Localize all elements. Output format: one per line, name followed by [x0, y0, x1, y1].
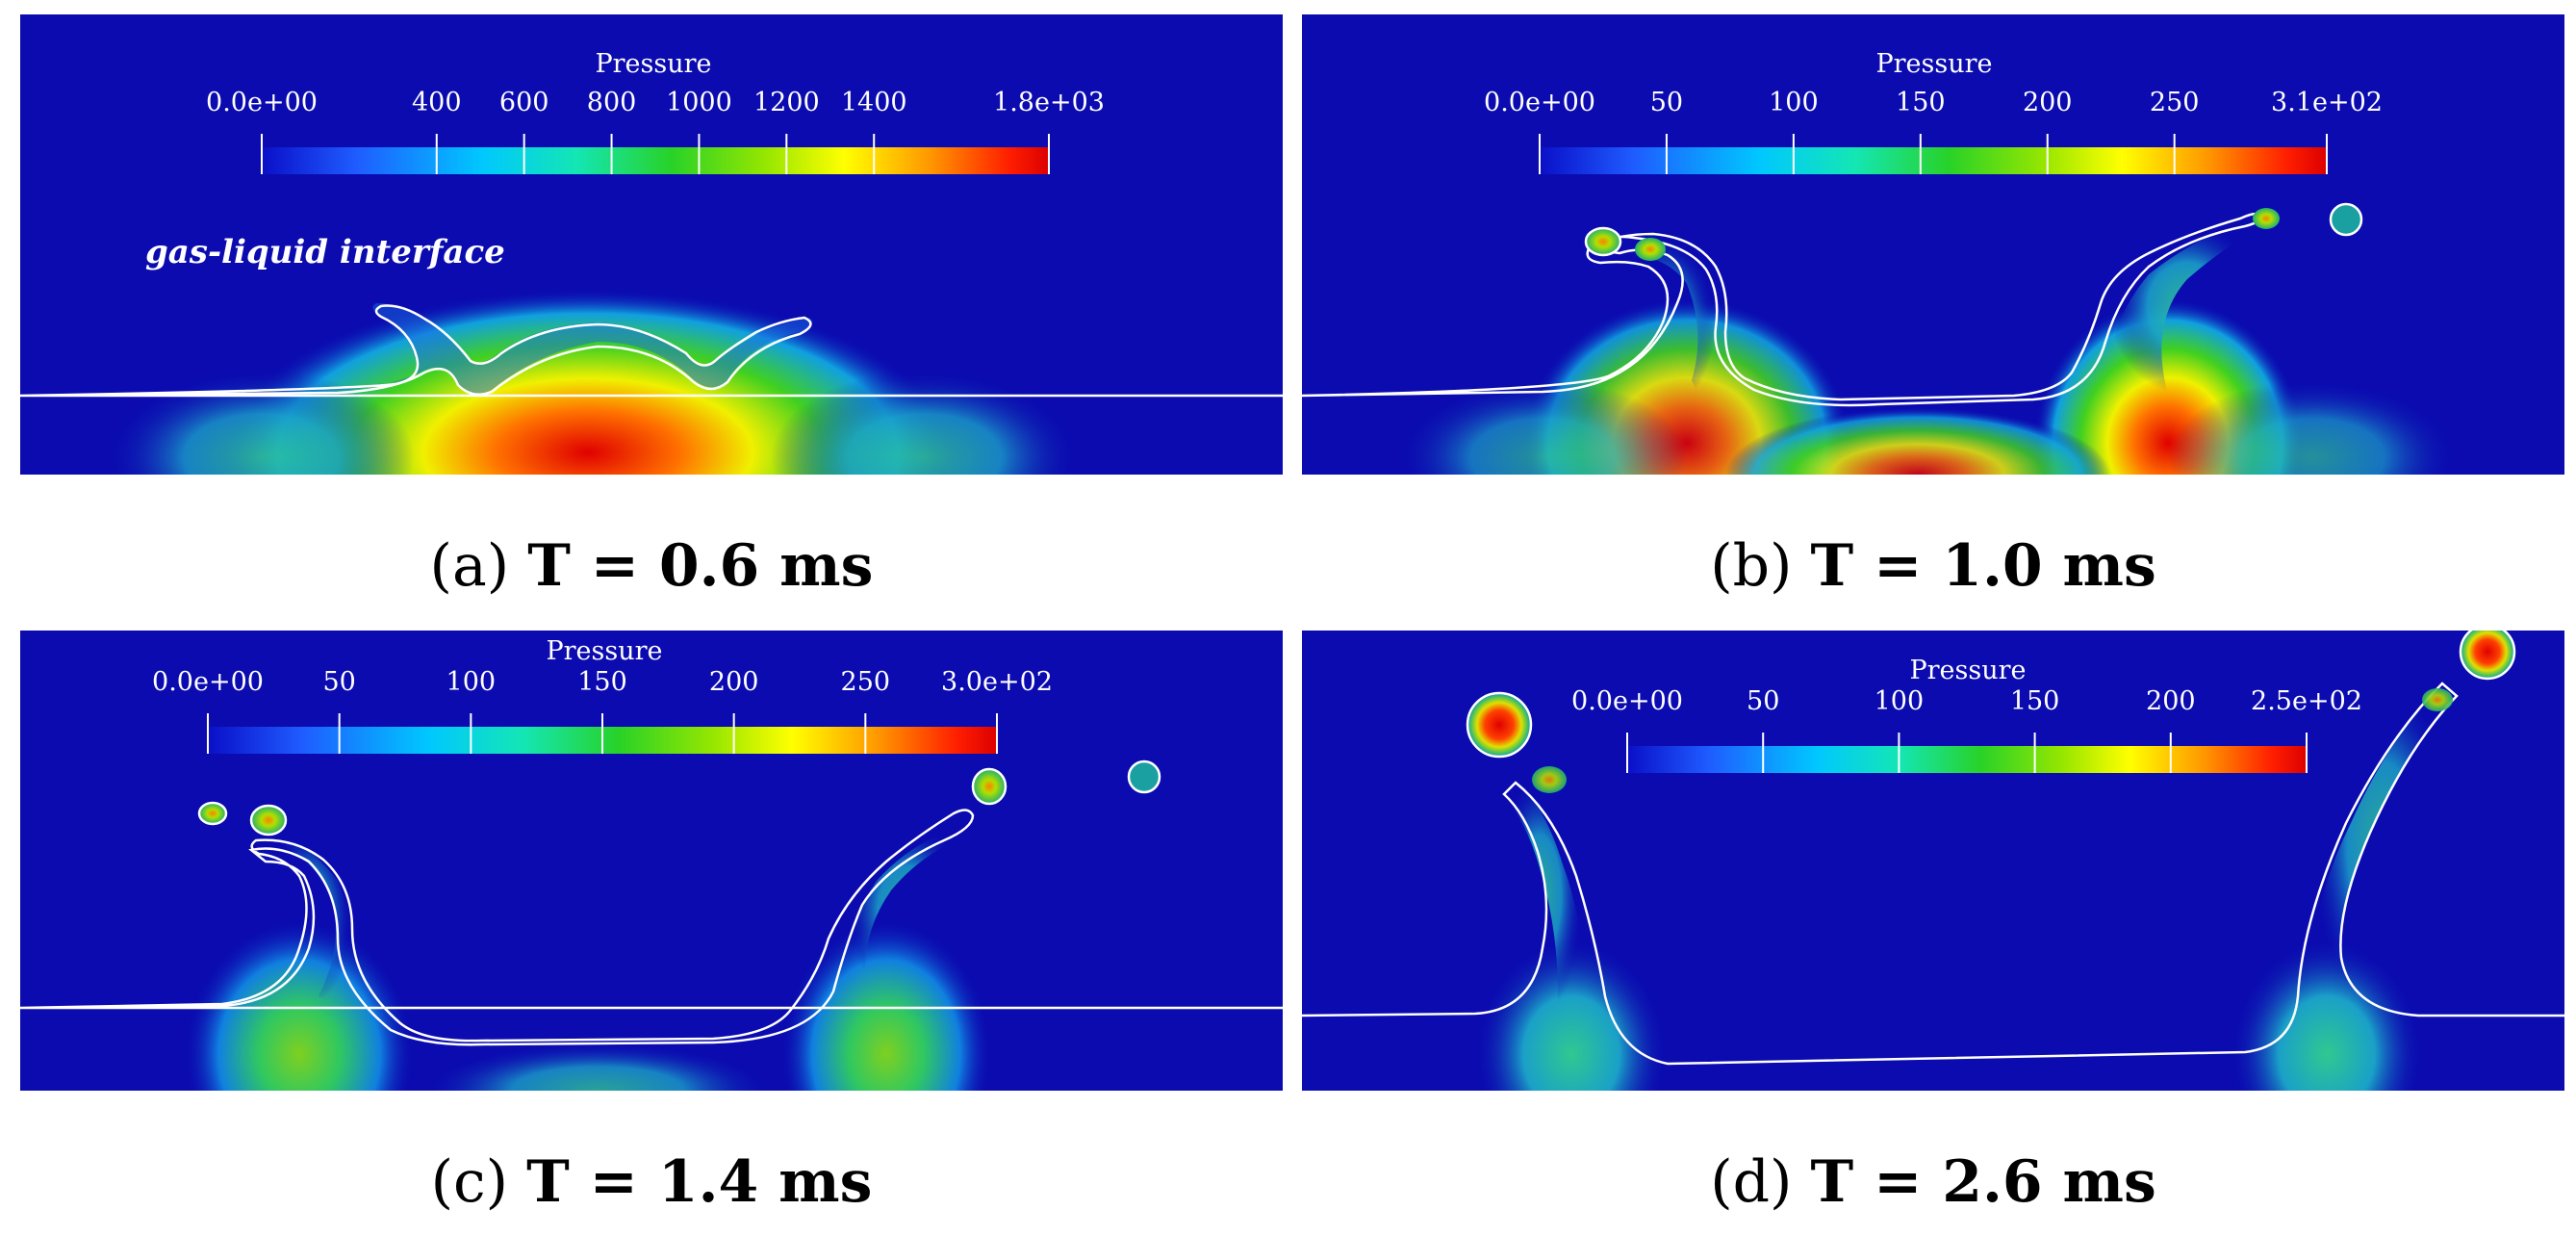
droplet — [1635, 238, 1666, 261]
annotation-label: gas-liquid interface — [145, 233, 505, 271]
colorbar-tick-label: 250 — [2150, 88, 2200, 117]
caption-c: (c) T = 1.4 ms — [20, 1148, 1283, 1216]
caption-label: (b) — [1710, 532, 1793, 600]
panel-b: Pressure 0.0e+00 50 100 150 200 250 3.1e+02 — [1302, 14, 2564, 475]
panel-c: Pressure 0.0e+00 50 100 150 200 250 3.0e+02 — [20, 631, 1283, 1091]
caption-time: T = 1.4 ms — [526, 1148, 873, 1216]
colorbar-tick-label: 800 — [587, 88, 637, 117]
colorbar-tick-label: 0.0e+00 — [1484, 88, 1595, 117]
pressure-field-b: Pressure 0.0e+00 50 100 150 200 250 3.1e+02 — [1302, 14, 2564, 475]
gas-liquid-interface — [20, 304, 1283, 398]
colorbar-tick-label: 3.0e+02 — [941, 667, 1053, 697]
caption-time: T = 0.6 ms — [527, 532, 874, 600]
droplet — [1532, 766, 1567, 793]
colorbar-tick-label: 150 — [1896, 88, 1946, 117]
colorbar-tick-label: 150 — [2010, 686, 2060, 716]
pressure-region — [1610, 235, 1716, 409]
droplet — [2253, 208, 2280, 229]
colorbar-title: Pressure — [595, 49, 711, 79]
colorbar-tick-label: 100 — [446, 667, 497, 697]
droplet — [1584, 226, 1622, 257]
panel-a: gas-liquid interface Pressure 0.0e+00 400… — [20, 14, 1283, 475]
pressure-region — [1494, 775, 1584, 1016]
colorbar-tick-label: 200 — [2023, 88, 2073, 117]
colorbar-tick-label: 400 — [412, 88, 462, 117]
caption-d: (d) T = 2.6 ms — [1302, 1148, 2564, 1216]
colorbar: Pressure 0.0e+00 50 100 150 200 250 3.0e+02 — [152, 636, 1053, 754]
colorbar-tick-label: 50 — [322, 667, 355, 697]
colorbar-tick-label: 150 — [577, 667, 627, 697]
colorbar: Pressure 0.0e+00 50 100 150 200 250 3.1e+02 — [1484, 49, 2383, 174]
pressure-region — [2310, 679, 2457, 1016]
colorbar-tick-label: 1200 — [753, 88, 820, 117]
droplet — [249, 804, 288, 837]
pressure-region — [2168, 380, 2457, 475]
pressure-field-d: Pressure 0.0e+00 50 100 150 200 2.5e+02 — [1302, 631, 2564, 1091]
colorbar-tick-label: 600 — [499, 88, 549, 117]
colorbar-gradient — [1627, 746, 2307, 773]
caption-label: (a) — [429, 532, 510, 600]
droplet — [197, 801, 228, 826]
colorbar: Pressure 0.0e+00 400 600 800 1000 1200 1400 1.8… — [206, 49, 1105, 174]
caption-label: (d) — [1710, 1148, 1793, 1216]
colorbar-title: Pressure — [1909, 656, 2026, 685]
caption-time: T = 2.6 ms — [1810, 1148, 2156, 1216]
droplet — [2329, 202, 2363, 237]
colorbar-tick-label: 50 — [1747, 686, 1779, 716]
colorbar-gradient — [262, 147, 1049, 174]
colorbar-tick-label: 2.5e+02 — [2251, 686, 2362, 716]
pressure-region — [1398, 380, 1687, 475]
colorbar-tick-label: 50 — [1650, 88, 1683, 117]
droplet — [2459, 631, 2516, 681]
colorbar: Pressure 0.0e+00 50 100 150 200 2.5e+02 — [1571, 656, 2362, 773]
colorbar-tick-label: 3.1e+02 — [2271, 88, 2383, 117]
gas-liquid-interface — [1302, 682, 2564, 1066]
droplet — [1466, 691, 1533, 759]
droplet — [1127, 760, 1161, 794]
pressure-region — [780, 919, 992, 1091]
panel-d: Pressure 0.0e+00 50 100 150 200 2.5e+02 — [1302, 631, 2564, 1091]
colorbar-tick-label: 250 — [841, 667, 891, 697]
pressure-field-a: gas-liquid interface Pressure 0.0e+00 400… — [20, 14, 1283, 475]
colorbar-title: Pressure — [546, 636, 662, 666]
colorbar-tick-label: 200 — [2146, 686, 2196, 716]
caption-label: (c) — [430, 1148, 509, 1216]
colorbar-tick-label: 200 — [709, 667, 759, 697]
colorbar-tick-label: 0.0e+00 — [206, 88, 318, 117]
colorbar-tick-label: 1000 — [666, 88, 732, 117]
caption-b: (b) T = 1.0 ms — [1302, 532, 2564, 600]
pressure-region — [2108, 219, 2264, 395]
pressure-field-c: Pressure 0.0e+00 50 100 150 200 250 3.0e+02 — [20, 631, 1283, 1091]
pressure-hotspot — [1725, 407, 2110, 475]
caption-a: (a) T = 0.6 ms — [20, 532, 1283, 600]
colorbar-tick-label: 0.0e+00 — [152, 667, 264, 697]
pressure-region — [261, 828, 352, 1006]
droplet — [2422, 688, 2453, 711]
colorbar-tick-label: 1400 — [841, 88, 907, 117]
gas-liquid-interface — [20, 809, 1283, 1046]
colorbar-tick-label: 0.0e+00 — [1571, 686, 1683, 716]
droplet — [971, 767, 1007, 806]
colorbar-gradient — [1540, 147, 2327, 174]
colorbar-tick-label: 100 — [1769, 88, 1819, 117]
colorbar-tick-label: 1.8e+03 — [993, 88, 1105, 117]
caption-time: T = 1.0 ms — [1810, 532, 2156, 600]
pressure-region — [424, 1043, 771, 1091]
colorbar-tick-label: 100 — [1875, 686, 1925, 716]
colorbar-title: Pressure — [1875, 49, 1992, 79]
